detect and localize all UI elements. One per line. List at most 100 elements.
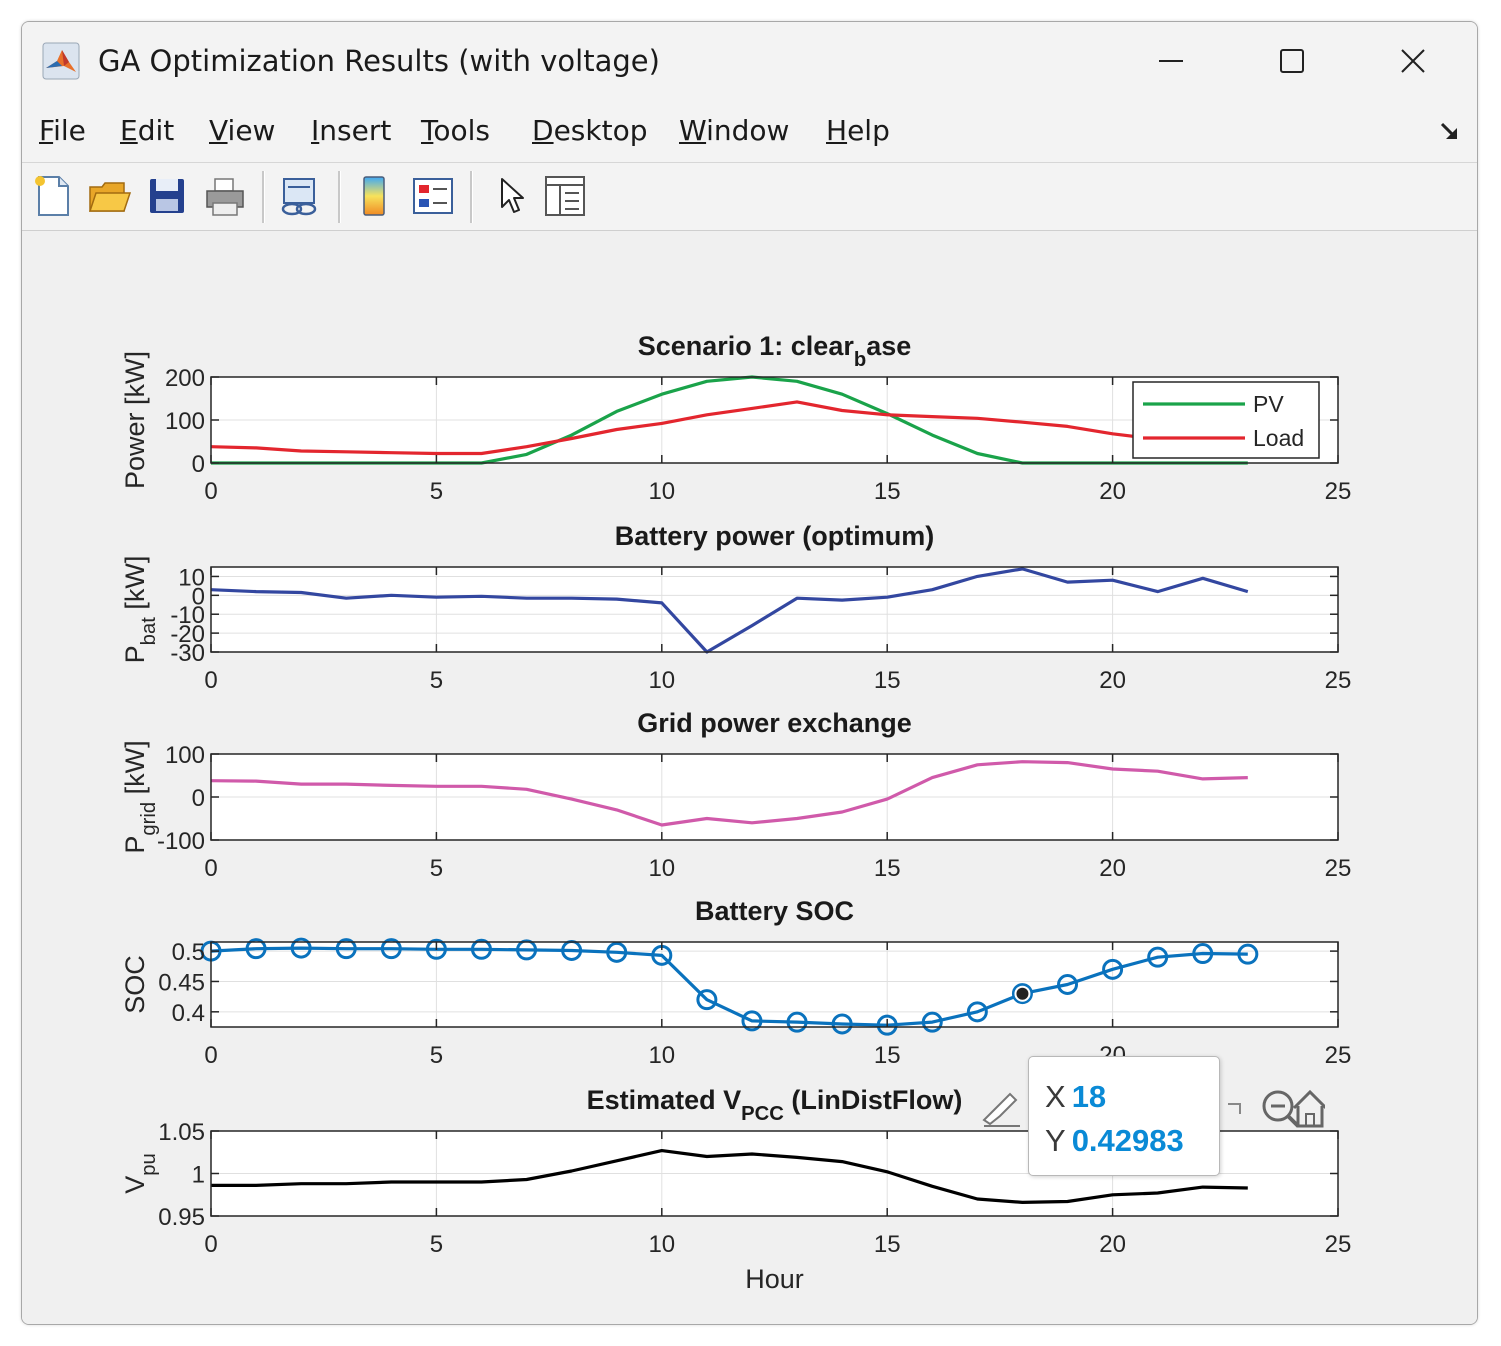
data-point[interactable] xyxy=(696,989,718,1011)
brush-icon[interactable] xyxy=(982,1092,1020,1127)
link-plot-icon[interactable] xyxy=(276,173,322,219)
property-inspector-icon[interactable] xyxy=(542,173,588,219)
x-tick-label: 15 xyxy=(874,667,901,694)
data-point[interactable] xyxy=(516,939,538,961)
data-point[interactable] xyxy=(1102,958,1124,980)
x-tick-label: 0 xyxy=(204,478,217,505)
datatip-y-label: Y xyxy=(1045,1123,1066,1158)
data-point[interactable] xyxy=(335,938,357,960)
menu-desktop[interactable]: Desktop xyxy=(532,114,648,147)
y-tick-label: 0.5 xyxy=(172,939,205,966)
x-tick-label: 25 xyxy=(1325,478,1352,505)
menu-bar: File Edit View Insert Tools Desktop Wind… xyxy=(22,100,1477,163)
subplot-title: Estimated VPCC (LinDistFlow) xyxy=(587,1085,963,1125)
datatip-y-row: Y 0.42983 xyxy=(1045,1123,1184,1159)
y-tick-label: -30 xyxy=(170,640,205,667)
x-tick-label: 0 xyxy=(204,667,217,694)
x-tick-label: 10 xyxy=(648,478,675,505)
legend-icon[interactable] xyxy=(410,173,456,219)
subplot-title: Scenario 1: clearbase xyxy=(638,331,912,371)
y-tick-label: 0.45 xyxy=(158,969,205,996)
x-tick-label: 5 xyxy=(430,478,443,505)
menu-file[interactable]: File xyxy=(39,114,86,147)
y-tick-label: -100 xyxy=(157,828,205,855)
series-line-2[interactable] xyxy=(210,567,1249,654)
y-tick-label: 0 xyxy=(192,785,205,812)
y-axis-label: SOC xyxy=(120,955,150,1014)
data-point[interactable] xyxy=(245,938,267,960)
x-tick-label: 20 xyxy=(1099,478,1126,505)
data-point[interactable] xyxy=(1192,943,1214,965)
data-point[interactable] xyxy=(921,1011,943,1033)
data-point[interactable] xyxy=(290,937,312,959)
minimize-icon[interactable] xyxy=(1146,36,1196,86)
print-icon[interactable] xyxy=(202,173,248,219)
data-point[interactable] xyxy=(1147,946,1169,968)
data-point[interactable] xyxy=(606,941,628,963)
y-tick-label: -20 xyxy=(170,621,205,648)
dock-arrow-icon[interactable] xyxy=(1437,118,1463,144)
title-bar[interactable]: GA Optimization Results (with voltage) xyxy=(22,22,1477,100)
x-tick-label: 10 xyxy=(648,667,675,694)
subplot-1[interactable]: 0 5 10 15 20 25 0 100 200 Scenario 1: clearbase Po… xyxy=(120,331,1351,505)
figure-toolbar xyxy=(22,163,1477,231)
menu-view[interactable]: View xyxy=(209,114,276,147)
axes-toolbar xyxy=(982,1089,1325,1128)
data-point[interactable] xyxy=(1057,974,1079,995)
data-point[interactable] xyxy=(786,1011,808,1033)
data-point[interactable] xyxy=(831,1013,853,1035)
data-point[interactable] xyxy=(380,938,402,960)
subplot-title: Battery SOC xyxy=(695,896,854,926)
save-icon[interactable] xyxy=(144,173,190,219)
colorbar-icon[interactable] xyxy=(352,173,398,219)
menu-help[interactable]: Help xyxy=(826,114,890,147)
menu-insert[interactable]: Insert xyxy=(311,114,392,147)
y-tick-label: -10 xyxy=(170,602,205,629)
maximize-icon[interactable] xyxy=(1267,36,1317,86)
window-title: GA Optimization Results (with voltage) xyxy=(98,44,660,78)
x-tick-label: 25 xyxy=(1325,667,1352,694)
datatip-x-value: 18 xyxy=(1071,1079,1107,1114)
series-line-3[interactable] xyxy=(210,760,1248,827)
menu-window[interactable]: Window xyxy=(679,114,790,147)
data-point[interactable] xyxy=(966,1001,988,1023)
y-tick-label: 1.05 xyxy=(158,1119,205,1146)
new-figure-icon[interactable] xyxy=(30,173,76,219)
x-tick-label: 25 xyxy=(1325,855,1352,882)
restore-view-icon[interactable] xyxy=(1292,1089,1325,1128)
x-tick-label: 5 xyxy=(430,1231,443,1258)
y-tick-label: 1 xyxy=(192,1162,205,1189)
legend-entry-pv: PV xyxy=(1253,391,1284,417)
series-line-load[interactable] xyxy=(210,400,1248,456)
close-icon[interactable] xyxy=(1388,36,1438,86)
x-tick-label: 0 xyxy=(204,1042,217,1069)
zoom-out-icon[interactable] xyxy=(1262,1090,1300,1128)
x-tick-label: 25 xyxy=(1325,1042,1352,1069)
x-tick-label: 0 xyxy=(204,1231,217,1258)
data-point[interactable] xyxy=(876,1014,898,1036)
datatip-marker[interactable] xyxy=(1016,987,1029,1000)
menu-edit[interactable]: Edit xyxy=(120,114,175,147)
series-line-5[interactable] xyxy=(211,1148,1248,1205)
x-tick-label: 15 xyxy=(874,1231,901,1258)
x-tick-label: 15 xyxy=(874,855,901,882)
open-file-icon[interactable] xyxy=(86,173,132,219)
data-point[interactable] xyxy=(1237,943,1259,965)
pointer-icon[interactable] xyxy=(488,173,534,219)
datatip[interactable]: X 18 Y 0.42983 xyxy=(1028,1056,1220,1176)
pan-icon[interactable] xyxy=(1228,1103,1241,1114)
y-tick-label: 10 xyxy=(178,564,205,591)
x-tick-label: 15 xyxy=(874,478,901,505)
legend[interactable]: PV Load xyxy=(1132,381,1320,459)
axes-background xyxy=(211,567,1338,652)
x-tick-label: 25 xyxy=(1325,1231,1352,1258)
data-point[interactable] xyxy=(741,1010,763,1032)
data-point[interactable] xyxy=(425,938,447,960)
data-point[interactable] xyxy=(470,938,492,960)
x-tick-label: 10 xyxy=(648,1042,675,1069)
menu-tools[interactable]: Tools xyxy=(421,114,490,147)
